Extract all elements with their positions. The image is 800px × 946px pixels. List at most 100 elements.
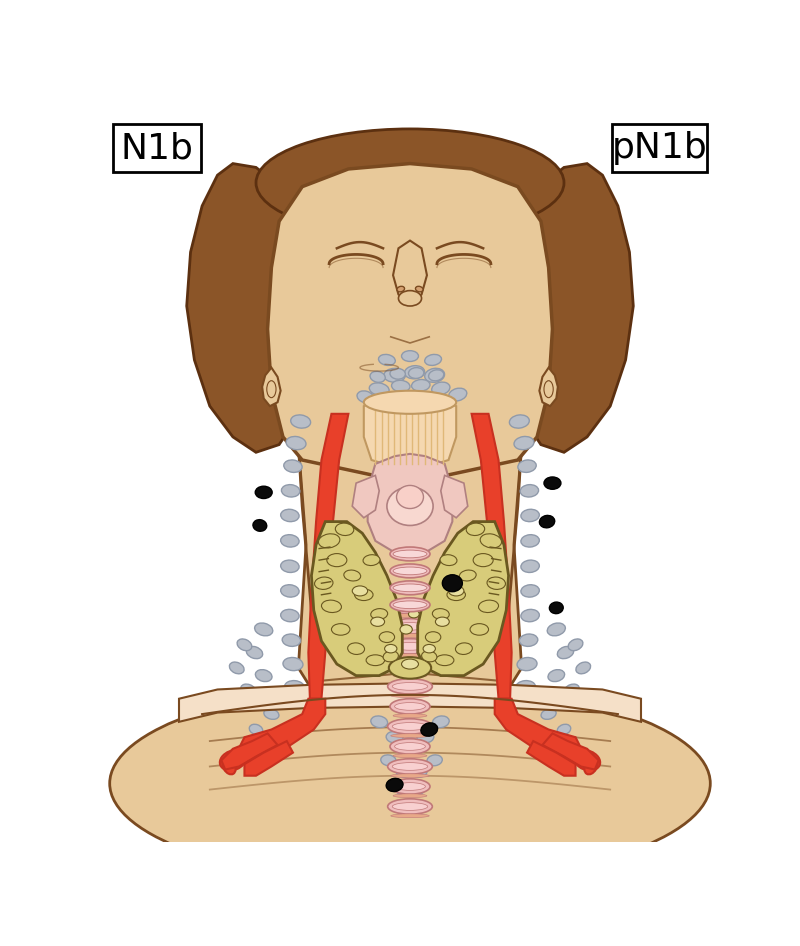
Polygon shape bbox=[393, 240, 427, 302]
Ellipse shape bbox=[230, 662, 244, 674]
Polygon shape bbox=[179, 683, 641, 722]
Polygon shape bbox=[311, 521, 402, 675]
Ellipse shape bbox=[376, 692, 394, 705]
Text: N1b: N1b bbox=[120, 131, 193, 166]
Ellipse shape bbox=[390, 699, 430, 714]
Ellipse shape bbox=[432, 608, 450, 620]
Ellipse shape bbox=[379, 632, 394, 642]
Polygon shape bbox=[542, 733, 598, 769]
Ellipse shape bbox=[381, 755, 396, 765]
Ellipse shape bbox=[449, 586, 464, 596]
Ellipse shape bbox=[390, 654, 430, 657]
Polygon shape bbox=[262, 368, 281, 406]
Ellipse shape bbox=[363, 554, 380, 566]
Ellipse shape bbox=[558, 725, 570, 735]
Ellipse shape bbox=[344, 570, 361, 581]
Ellipse shape bbox=[281, 585, 299, 597]
Ellipse shape bbox=[370, 617, 385, 626]
Ellipse shape bbox=[478, 600, 498, 612]
Ellipse shape bbox=[390, 598, 430, 612]
Ellipse shape bbox=[584, 759, 598, 775]
Ellipse shape bbox=[400, 624, 412, 634]
Ellipse shape bbox=[473, 553, 493, 567]
Ellipse shape bbox=[398, 290, 422, 306]
Ellipse shape bbox=[393, 584, 427, 591]
Ellipse shape bbox=[521, 509, 539, 521]
Ellipse shape bbox=[222, 759, 236, 775]
Polygon shape bbox=[441, 476, 468, 517]
Ellipse shape bbox=[390, 658, 430, 674]
Ellipse shape bbox=[411, 766, 427, 778]
Ellipse shape bbox=[256, 129, 564, 236]
Ellipse shape bbox=[390, 368, 406, 379]
Ellipse shape bbox=[354, 589, 373, 601]
Ellipse shape bbox=[393, 754, 427, 758]
Polygon shape bbox=[222, 733, 278, 769]
Ellipse shape bbox=[425, 368, 445, 382]
Ellipse shape bbox=[402, 659, 418, 669]
Ellipse shape bbox=[519, 634, 538, 646]
Ellipse shape bbox=[392, 683, 428, 691]
Ellipse shape bbox=[283, 657, 303, 671]
Ellipse shape bbox=[241, 684, 256, 695]
Ellipse shape bbox=[370, 383, 389, 395]
Ellipse shape bbox=[544, 380, 554, 397]
Ellipse shape bbox=[389, 657, 431, 678]
Ellipse shape bbox=[409, 368, 424, 378]
Ellipse shape bbox=[520, 484, 538, 497]
Ellipse shape bbox=[386, 731, 403, 743]
Ellipse shape bbox=[487, 577, 506, 589]
Ellipse shape bbox=[331, 623, 350, 635]
Polygon shape bbox=[352, 476, 379, 517]
Ellipse shape bbox=[255, 486, 272, 499]
Ellipse shape bbox=[514, 436, 534, 449]
Ellipse shape bbox=[576, 662, 590, 674]
Ellipse shape bbox=[432, 716, 450, 727]
Polygon shape bbox=[518, 164, 634, 452]
Polygon shape bbox=[267, 164, 553, 483]
Ellipse shape bbox=[550, 602, 563, 614]
Ellipse shape bbox=[574, 750, 600, 770]
Ellipse shape bbox=[470, 623, 489, 635]
Ellipse shape bbox=[541, 709, 556, 719]
Ellipse shape bbox=[281, 509, 299, 521]
Ellipse shape bbox=[393, 551, 427, 558]
Ellipse shape bbox=[410, 784, 425, 795]
Ellipse shape bbox=[390, 614, 430, 618]
Ellipse shape bbox=[402, 738, 418, 749]
Ellipse shape bbox=[539, 516, 554, 528]
Ellipse shape bbox=[220, 750, 246, 770]
Ellipse shape bbox=[517, 657, 537, 671]
Ellipse shape bbox=[435, 617, 450, 626]
Ellipse shape bbox=[521, 609, 539, 622]
Ellipse shape bbox=[425, 355, 442, 365]
Ellipse shape bbox=[426, 632, 441, 642]
Ellipse shape bbox=[435, 655, 454, 666]
Ellipse shape bbox=[281, 609, 299, 622]
Ellipse shape bbox=[521, 585, 539, 597]
Polygon shape bbox=[539, 368, 558, 406]
Ellipse shape bbox=[392, 723, 428, 730]
Text: pN1b: pN1b bbox=[612, 131, 707, 166]
Ellipse shape bbox=[318, 534, 340, 548]
Ellipse shape bbox=[392, 762, 428, 770]
Ellipse shape bbox=[392, 802, 428, 811]
Ellipse shape bbox=[466, 523, 485, 535]
Ellipse shape bbox=[385, 644, 397, 653]
Ellipse shape bbox=[387, 487, 433, 525]
Ellipse shape bbox=[264, 709, 279, 719]
Ellipse shape bbox=[285, 680, 305, 693]
Ellipse shape bbox=[352, 586, 368, 596]
Ellipse shape bbox=[390, 619, 430, 634]
Ellipse shape bbox=[388, 719, 432, 734]
Ellipse shape bbox=[447, 589, 466, 601]
Ellipse shape bbox=[327, 553, 347, 567]
Polygon shape bbox=[494, 699, 583, 764]
Ellipse shape bbox=[394, 622, 426, 630]
Ellipse shape bbox=[348, 643, 365, 655]
Ellipse shape bbox=[388, 639, 432, 654]
Ellipse shape bbox=[547, 623, 566, 636]
Ellipse shape bbox=[383, 651, 398, 662]
Ellipse shape bbox=[409, 610, 419, 618]
Ellipse shape bbox=[390, 739, 430, 754]
